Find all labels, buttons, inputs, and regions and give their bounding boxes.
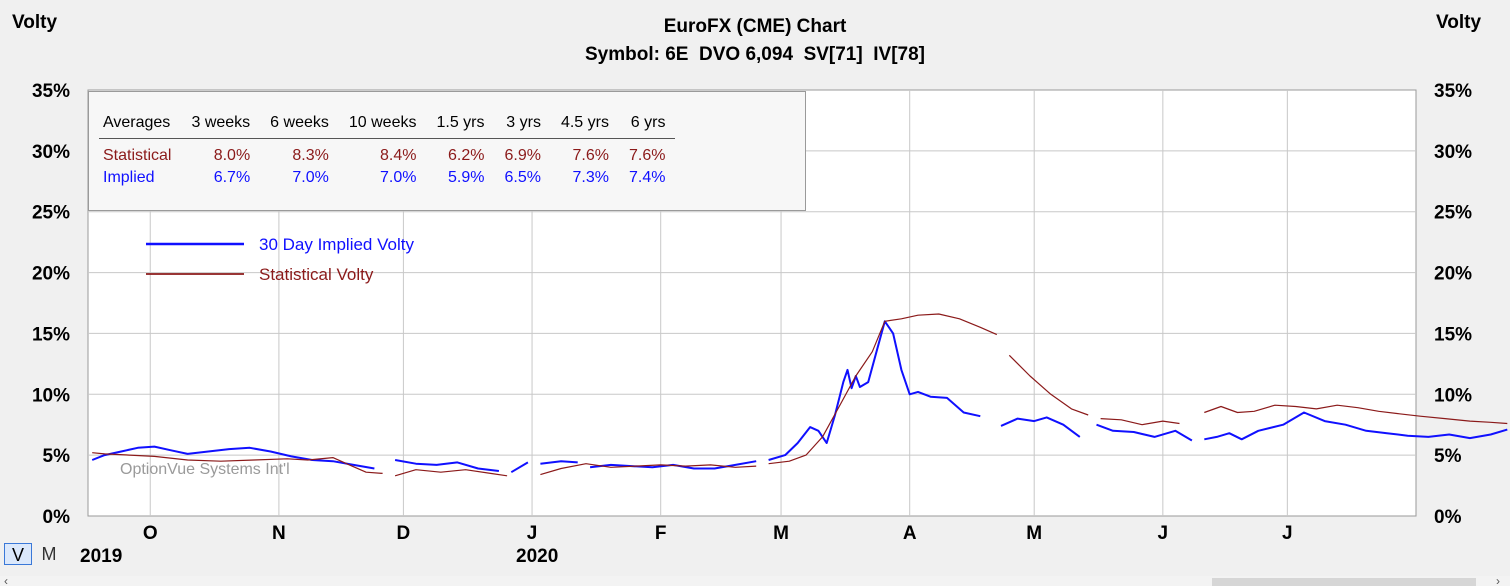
y-tick-label-right: 15% (1434, 324, 1472, 345)
averages-table: Averages 3 weeks 6 weeks 10 weeks 1.5 yr… (88, 91, 806, 211)
y-tick-label-left: 10% (32, 385, 70, 406)
horizontal-scrollbar[interactable] (0, 576, 1510, 586)
scroll-right-arrow-icon[interactable]: › (1496, 574, 1500, 588)
y-tick-label-right: 0% (1434, 507, 1462, 528)
statistical-value: 7.6% (628, 147, 666, 164)
x-tick-label: O (143, 523, 158, 544)
y-tick-label-right: 5% (1434, 446, 1462, 467)
x-tick-label: F (655, 523, 667, 544)
implied-row: Implied 6.7% 7.0% 7.0% 5.9% 6.5% 7.3% 7.… (99, 167, 675, 189)
averages-header-row: Averages 3 weeks 6 weeks 10 weeks 1.5 yr… (99, 108, 676, 139)
averages-header-cell: 3 yrs (494, 108, 551, 139)
x-tick-label: M (1026, 523, 1042, 544)
averages-header-cell: 1.5 yrs (426, 108, 495, 139)
chart-subtitle: Symbol: 6E DVO 6,094 SV[71] IV[78] (584, 44, 925, 65)
view-v-toggle[interactable]: V (4, 543, 32, 565)
implied-value: 7.4% (628, 169, 666, 186)
y-tick-label-left: 20% (32, 264, 70, 285)
averages-header-cell: 6 yrs (618, 108, 676, 139)
x-tick-label: M (773, 523, 789, 544)
statistical-value: 8.4% (380, 147, 417, 164)
statistical-value: 8.3% (292, 147, 329, 164)
scrollbar-thumb[interactable] (1212, 578, 1476, 586)
averages-header-cell: 6 weeks (260, 108, 339, 139)
right-axis-title: Volty (1436, 12, 1482, 33)
legend-label: Statistical Volty (259, 265, 374, 284)
statistical-row-label: Statistical (103, 147, 172, 164)
legend-label: 30 Day Implied Volty (259, 235, 414, 254)
scroll-left-arrow-icon[interactable]: ‹ (4, 574, 8, 588)
y-tick-label-left: 25% (32, 203, 70, 224)
implied-value: 7.3% (572, 169, 609, 186)
y-tick-label-right: 30% (1434, 142, 1472, 163)
chart-title: EuroFX (CME) Chart (663, 16, 847, 37)
y-tick-label-right: 25% (1434, 203, 1472, 224)
x-tick-label: J (1158, 523, 1169, 544)
view-m-toggle[interactable]: M (41, 544, 57, 564)
y-tick-label-left: 0% (43, 507, 71, 528)
implied-value: 7.0% (292, 169, 329, 186)
left-axis-title: Volty (12, 12, 58, 33)
y-tick-label-left: 35% (32, 81, 70, 102)
x-tick-label: J (1282, 523, 1293, 544)
statistical-row: Statistical 8.0% 8.3% 8.4% 6.2% 6.9% 7.6… (99, 139, 675, 168)
year-label: 2019 (80, 546, 122, 567)
implied-value: 7.0% (380, 169, 417, 186)
y-tick-label-left: 30% (32, 142, 70, 163)
x-tick-label: N (272, 523, 286, 544)
statistical-volatility-line (92, 313, 1508, 477)
x-tick-label: D (397, 523, 411, 544)
x-tick-label: J (527, 523, 538, 544)
implied-value: 6.7% (213, 169, 251, 186)
y-tick-label-left: 5% (43, 446, 71, 467)
statistical-value: 6.2% (448, 147, 485, 164)
y-tick-label-left: 15% (32, 324, 70, 345)
statistical-value: 6.9% (504, 147, 541, 164)
implied-value: 6.5% (504, 169, 541, 186)
year-label: 2020 (516, 546, 558, 567)
y-tick-label-right: 20% (1434, 264, 1472, 285)
y-tick-label-right: 10% (1434, 385, 1472, 406)
implied-row-label: Implied (103, 169, 155, 186)
averages-header-cell: 10 weeks (338, 108, 427, 139)
averages-header-cell: 4.5 yrs (550, 108, 619, 139)
implied-value: 5.9% (448, 169, 485, 186)
averages-header-cell: 3 weeks (181, 108, 261, 139)
statistical-value: 8.0% (213, 147, 251, 164)
watermark: OptionVue Systems Int'l (120, 461, 290, 478)
statistical-value: 7.6% (572, 147, 609, 164)
x-tick-label: A (903, 523, 917, 544)
y-tick-label-right: 35% (1434, 81, 1472, 102)
averages-header-cell: Averages (99, 108, 182, 139)
